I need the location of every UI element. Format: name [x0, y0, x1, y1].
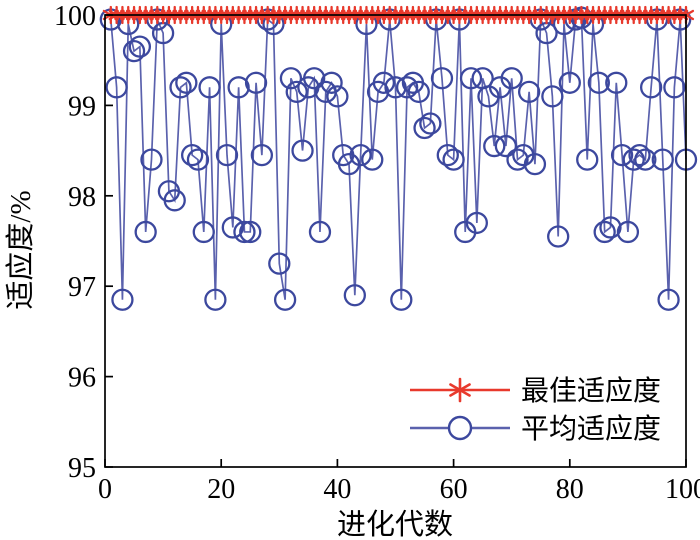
- y-axis-label: 适应度/%: [4, 190, 37, 309]
- average-fitness-point: [291, 139, 314, 162]
- average-fitness-point: [587, 71, 610, 94]
- average-fitness-point: [599, 216, 622, 239]
- average-fitness-point: [192, 220, 215, 244]
- average-fitness-point: [610, 143, 634, 167]
- average-fitness-point: [105, 76, 128, 99]
- legend-entry-best: 最佳适应度: [410, 375, 661, 407]
- average-fitness-point: [239, 220, 262, 244]
- average-fitness-point: [285, 80, 308, 103]
- average-fitness-point: [361, 148, 384, 171]
- average-fitness-point: [204, 288, 227, 311]
- average-fitness-point: [494, 134, 518, 158]
- x-tick-label: 0: [98, 474, 112, 505]
- average-fitness-point: [279, 67, 303, 90]
- asterisk-icon: [449, 377, 471, 403]
- legend-entry-average: 平均适应度: [410, 413, 661, 445]
- plot-border: [104, 14, 687, 468]
- average-fitness-point: [308, 220, 332, 244]
- average-fitness-point: [651, 148, 674, 171]
- average-fitness-point: [419, 112, 442, 135]
- average-fitness-point: [128, 35, 152, 58]
- average-fitness-point: [186, 148, 210, 171]
- x-tick-label: 20: [207, 474, 235, 505]
- average-fitness-point: [169, 76, 192, 99]
- average-fitness-point: [628, 143, 651, 167]
- y-tick-label: 98: [68, 182, 96, 213]
- average-fitness-point: [273, 288, 297, 311]
- average-fitness-point: [593, 220, 616, 244]
- average-fitness-point: [407, 80, 430, 103]
- average-fitness-point: [605, 71, 628, 94]
- average-fitness-point: [268, 252, 291, 275]
- average-fitness-point: [517, 80, 541, 103]
- circle-icon: [447, 415, 473, 441]
- average-fitness-point: [576, 148, 599, 171]
- average-fitness-point: [436, 143, 459, 167]
- average-fitness-point: [430, 67, 454, 90]
- series-layer: [99, 5, 698, 311]
- average-fitness-point: [122, 40, 146, 63]
- average-fitness-point: [244, 71, 268, 94]
- average-fitness-point: [395, 76, 419, 99]
- x-tick-label: 100: [665, 474, 700, 505]
- average-fitness-point: [541, 85, 564, 108]
- average-fitness-point: [413, 116, 436, 140]
- average-fitness-point: [180, 143, 204, 167]
- legend: 最佳适应度 平均适应度: [410, 375, 661, 445]
- average-fitness-line: [109, 16, 687, 300]
- average-fitness-point: [326, 85, 349, 108]
- average-fitness-point: [215, 143, 239, 167]
- y-tick-label: 96: [68, 363, 96, 394]
- x-tick-label: 60: [440, 474, 468, 505]
- average-fitness-point: [622, 148, 645, 171]
- y-tick-label: 100: [54, 1, 96, 32]
- x-tick-label: 80: [556, 474, 584, 505]
- average-fitness-point: [459, 67, 483, 90]
- average-fitness-point: [639, 76, 663, 99]
- average-fitness-point: [111, 288, 134, 311]
- average-fitness-point: [390, 288, 413, 311]
- average-fitness-point: [233, 220, 256, 244]
- average-fitness-point: [343, 284, 366, 307]
- average-fitness-point: [506, 148, 529, 171]
- average-fitness-point: [500, 67, 523, 90]
- average-fitness-point: [465, 211, 488, 235]
- average-fitness-point: [663, 76, 686, 99]
- average-fitness-point: [523, 153, 547, 176]
- average-fitness-point: [134, 220, 157, 244]
- average-fitness-point: [163, 189, 186, 212]
- average-fitness-point: [140, 148, 163, 171]
- average-fitness-point: [221, 216, 244, 239]
- average-fitness-point: [483, 134, 506, 158]
- average-fitness-point: [320, 71, 343, 94]
- average-fitness-point: [547, 225, 570, 248]
- average-fitness-point: [634, 148, 657, 171]
- average-fitness-point: [372, 71, 396, 94]
- average-fitness-point: [558, 71, 581, 94]
- legend-label-best: 最佳适应度: [521, 375, 661, 407]
- average-fitness-point: [198, 76, 221, 99]
- y-tick-label: 97: [68, 272, 96, 303]
- x-axis-label: 进化代数: [337, 508, 453, 540]
- asterisk-icon: [449, 377, 471, 403]
- average-fitness-point: [227, 76, 250, 99]
- average-fitness-point: [442, 148, 465, 171]
- average-fitness-point: [349, 143, 372, 167]
- y-tick-label: 99: [68, 91, 96, 122]
- average-fitness-point: [175, 71, 198, 94]
- average-fitness-point: [616, 220, 640, 244]
- average-fitness-point: [250, 143, 274, 167]
- axes-layer: 0 20 40 60 80 100 95 96 97 98 99 100: [54, 1, 700, 505]
- average-fitness-point: [657, 288, 680, 311]
- average-fitness-point: [384, 76, 407, 99]
- x-tick-label: 40: [323, 474, 351, 505]
- average-fitness-point: [303, 67, 326, 90]
- y-tick-label: 95: [68, 453, 96, 484]
- legend-label-average: 平均适应度: [521, 413, 661, 445]
